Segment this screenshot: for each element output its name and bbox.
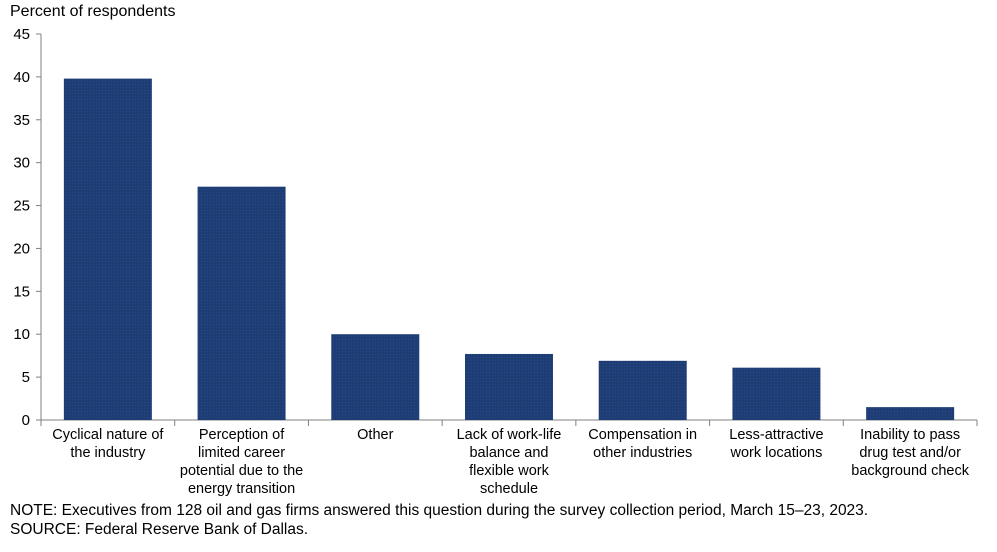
- y-tick-label: 35: [13, 112, 30, 129]
- bar: [331, 334, 420, 420]
- x-category-label: Other: [357, 427, 394, 443]
- bar: [866, 407, 955, 420]
- x-category-label: Cyclical nature of the industry: [52, 427, 164, 461]
- x-category-label: Less-attractive work locations: [729, 427, 824, 461]
- y-tick-label: 15: [13, 283, 30, 300]
- y-tick-label: 30: [13, 155, 30, 172]
- chart-note: NOTE: Executives from 128 oil and gas fi…: [10, 502, 869, 519]
- x-category-label: Perception of limited career potential d…: [179, 427, 304, 497]
- chart-source: SOURCE: Federal Reserve Bank of Dallas.: [10, 521, 309, 538]
- bar: [598, 360, 687, 420]
- y-tick-label: 40: [13, 69, 30, 86]
- x-category-label: Inability to pass drug test and/or backg…: [851, 427, 969, 479]
- y-axis-label: Percent of respondents: [10, 3, 176, 20]
- y-axis: 0 5 10 15 20 25 30 35 40 45: [13, 26, 42, 429]
- bars: [63, 78, 955, 421]
- y-tick-label: 5: [22, 369, 30, 386]
- y-tick-label: 25: [13, 198, 30, 215]
- bar: [63, 78, 152, 421]
- x-category-label: Lack of work-life balance and flexible w…: [456, 427, 562, 497]
- y-tick-label: 20: [13, 240, 30, 257]
- y-tick-label: 45: [13, 26, 30, 43]
- bar: [732, 367, 821, 420]
- y-tick-label: 10: [13, 326, 30, 343]
- x-category-label: Compensation in other industries: [588, 427, 698, 461]
- bar: [465, 353, 553, 420]
- bar: [197, 186, 286, 420]
- y-tick-label: 0: [22, 412, 30, 429]
